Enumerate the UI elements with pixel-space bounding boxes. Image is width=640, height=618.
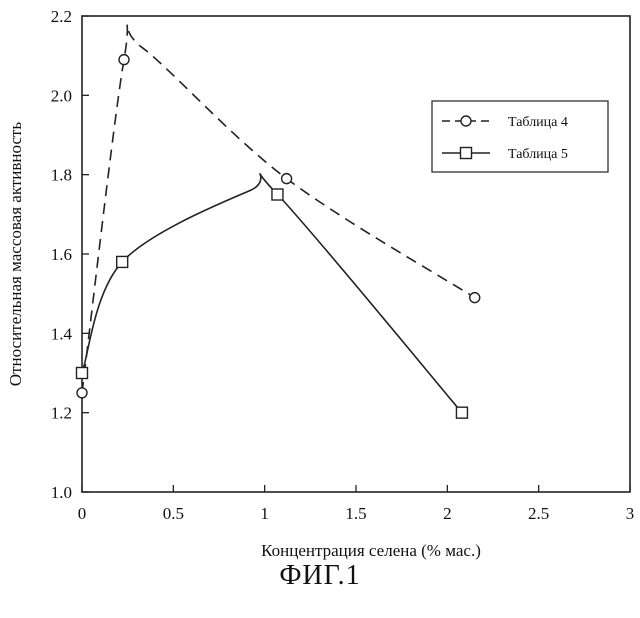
- series-line-2: [82, 174, 462, 413]
- y-tick-label: 1.0: [51, 483, 72, 502]
- series-line-1: [82, 24, 475, 392]
- y-tick-label: 1.4: [51, 324, 73, 343]
- series-2-point: [117, 256, 128, 267]
- series-1-point: [77, 388, 87, 398]
- x-tick-label: 1.5: [345, 504, 366, 523]
- series-1-point: [119, 55, 129, 65]
- legend-marker-1: [461, 116, 471, 126]
- legend-label-2: Таблица 5: [508, 147, 568, 162]
- x-tick-label: 3: [626, 504, 635, 523]
- y-axis-label: Относительная массовая активность: [6, 122, 25, 387]
- x-tick-label: 0: [78, 504, 87, 523]
- series-layer: [77, 24, 480, 418]
- series-2-point: [77, 368, 88, 379]
- legend: Таблица 4 Таблица 5: [432, 101, 608, 172]
- x-axis-label: Концентрация селена (% мас.): [261, 541, 481, 560]
- y-tick-label: 1.6: [51, 245, 72, 264]
- x-axis: 0 0.5 1 1.5 2 2.5 3: [78, 485, 635, 523]
- series-1-point: [470, 293, 480, 303]
- x-tick-label: 1: [260, 504, 269, 523]
- series-2-point: [272, 189, 283, 200]
- plot-area-frame: [82, 16, 630, 492]
- figure-caption: ФИГ.1: [0, 560, 640, 592]
- legend-label-1: Таблица 4: [508, 115, 568, 130]
- chart: 1.0 1.2 1.4 1.6 1.8 2.0 2.2 0 0.5 1 1.5 2 2.5 3 Табл…: [0, 0, 640, 560]
- series-2-point: [456, 407, 467, 418]
- legend-marker-2: [461, 148, 472, 159]
- y-tick-label: 1.8: [51, 166, 72, 185]
- y-tick-label: 1.2: [51, 404, 72, 423]
- x-tick-label: 2: [443, 504, 452, 523]
- y-tick-label: 2.0: [51, 86, 72, 105]
- y-tick-label: 2.2: [51, 7, 72, 26]
- x-tick-label: 2.5: [528, 504, 549, 523]
- x-tick-label: 0.5: [163, 504, 184, 523]
- series-1-point: [282, 174, 292, 184]
- y-axis: 1.0 1.2 1.4 1.6 1.8 2.0 2.2: [51, 7, 89, 502]
